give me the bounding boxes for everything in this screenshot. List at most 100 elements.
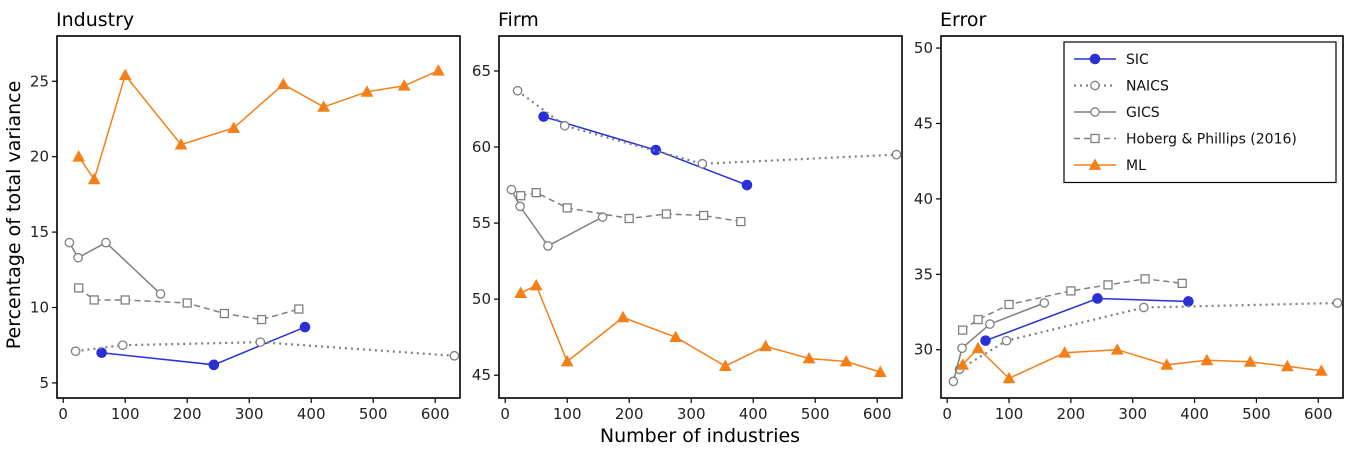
series-hoberg-phillips-2016 [516,188,746,227]
series-line-ml [962,347,1322,380]
data-point-ml [718,359,732,371]
y-tick-label: 50 [472,290,491,308]
x-tick-label: 500 [801,405,830,423]
panel-firm: Firm 0 100 200 300 400 500 600 45 50 55 60 65 [472,9,903,423]
data-point-ml [1243,355,1257,367]
data-point-gics [1039,298,1050,308]
data-point-ml [1315,364,1328,376]
x-tick-label: 400 [1180,405,1209,423]
data-point-hoberg-phillips-2016 [256,314,267,325]
legend-marker-gics [1090,107,1100,117]
data-point-hoberg-phillips-2016 [89,295,99,305]
data-point-ml [72,150,86,162]
y-tick-label: 25 [30,72,49,90]
x-tick-label: 600 [863,405,892,423]
data-point-sic [1183,296,1194,307]
legend-label-sic: SIC [1126,52,1149,68]
data-point-hoberg-phillips-2016 [1103,280,1113,290]
data-point-hoberg-phillips-2016 [698,210,709,221]
data-point-hoberg-phillips-2016 [973,314,983,325]
data-point-ml [956,358,969,370]
data-point-gics [73,252,83,263]
y-tick-label: 35 [914,265,933,283]
data-point-ml [616,310,630,323]
legend-label-naics: NAICS [1126,79,1169,95]
series-gics [948,298,1050,387]
plot-frame [56,35,461,399]
data-point-ml [1002,371,1016,384]
series-line-naics [75,341,455,357]
x-tick-label: 100 [553,405,582,423]
data-point-ml [397,79,411,91]
data-point-ml [276,77,290,90]
legend-label-hoberg-phillips-2016: Hoberg & Phillips (2016) [1126,132,1297,148]
data-point-sic [208,359,220,371]
data-point-ml [118,68,132,81]
data-point-ml [174,138,188,150]
data-point-sic [96,347,107,359]
x-tick-label: 400 [739,405,768,423]
x-tick-label: 300 [235,405,264,423]
data-point-hoberg-phillips-2016 [1177,278,1187,289]
series-hoberg-phillips-2016 [74,283,304,325]
x-tick-label: 600 [1304,405,1333,423]
legend-entry-ml: ML [1074,158,1146,174]
y-tick-label: 20 [30,148,49,166]
x-tick-label: 400 [297,405,326,423]
data-point-sic [741,179,753,191]
data-point-naics [117,340,128,351]
series-line-ml [520,284,881,373]
data-point-gics [101,237,111,248]
data-point-ml [759,339,772,352]
data-point-hoberg-phillips-2016 [624,213,634,224]
y-tick-label: 55 [472,214,491,232]
data-point-hoberg-phillips-2016 [1004,299,1014,310]
x-tick-label: 200 [1057,405,1086,423]
data-point-sic [1092,293,1103,304]
y-tick-label: 10 [30,299,49,317]
panel-title-firm: Firm [498,9,539,31]
data-point-ml [839,354,853,367]
y-tick-label: 65 [472,62,491,80]
data-point-naics [697,158,708,169]
legend-marker-hoberg-phillips-2016 [1090,133,1100,144]
data-point-ml [529,278,543,291]
x-axis-label: Number of industries [600,425,800,447]
series-sic [96,321,311,371]
panel-error: Error 0 100 200 300 400 500 600 30 35 40 45 50 [914,9,1344,423]
data-point-naics [1001,335,1012,346]
y-tick-label: 50 [914,39,933,57]
data-point-hoberg-phillips-2016 [661,209,672,219]
x-tick-label: 200 [615,405,644,423]
series-line-ml [78,70,439,182]
series-line-gics [68,241,162,295]
series-ml [956,341,1328,384]
legend-entry-gics: GICS [1074,105,1160,121]
data-point-hoberg-phillips-2016 [1140,274,1150,284]
data-point-gics [543,241,553,251]
data-point-ml [227,121,241,133]
data-point-ml [431,64,445,76]
legend-entry-hoberg-phillips-2016: Hoberg & Phillips (2016) [1074,132,1297,148]
data-point-hoberg-phillips-2016 [531,188,541,198]
x-tick-label: 600 [421,405,450,423]
data-point-hoberg-phillips-2016 [182,298,192,308]
y-tick-label: 30 [914,341,933,359]
data-point-naics [559,120,570,131]
data-point-hoberg-phillips-2016 [74,283,84,293]
series-naics [954,298,1343,375]
series-ml [72,64,445,185]
data-point-ml [1280,359,1294,372]
series-sic [538,111,753,191]
legend-label-ml: ML [1126,158,1146,174]
series-ml [514,278,887,378]
data-point-hoberg-phillips-2016 [294,304,304,314]
data-point-hoberg-phillips-2016 [1066,286,1076,296]
data-point-ml [971,341,985,354]
plot-frame [940,35,1344,399]
data-point-gics [597,212,608,222]
x-tick-label: 300 [677,405,706,423]
series-line-sic [985,297,1189,342]
